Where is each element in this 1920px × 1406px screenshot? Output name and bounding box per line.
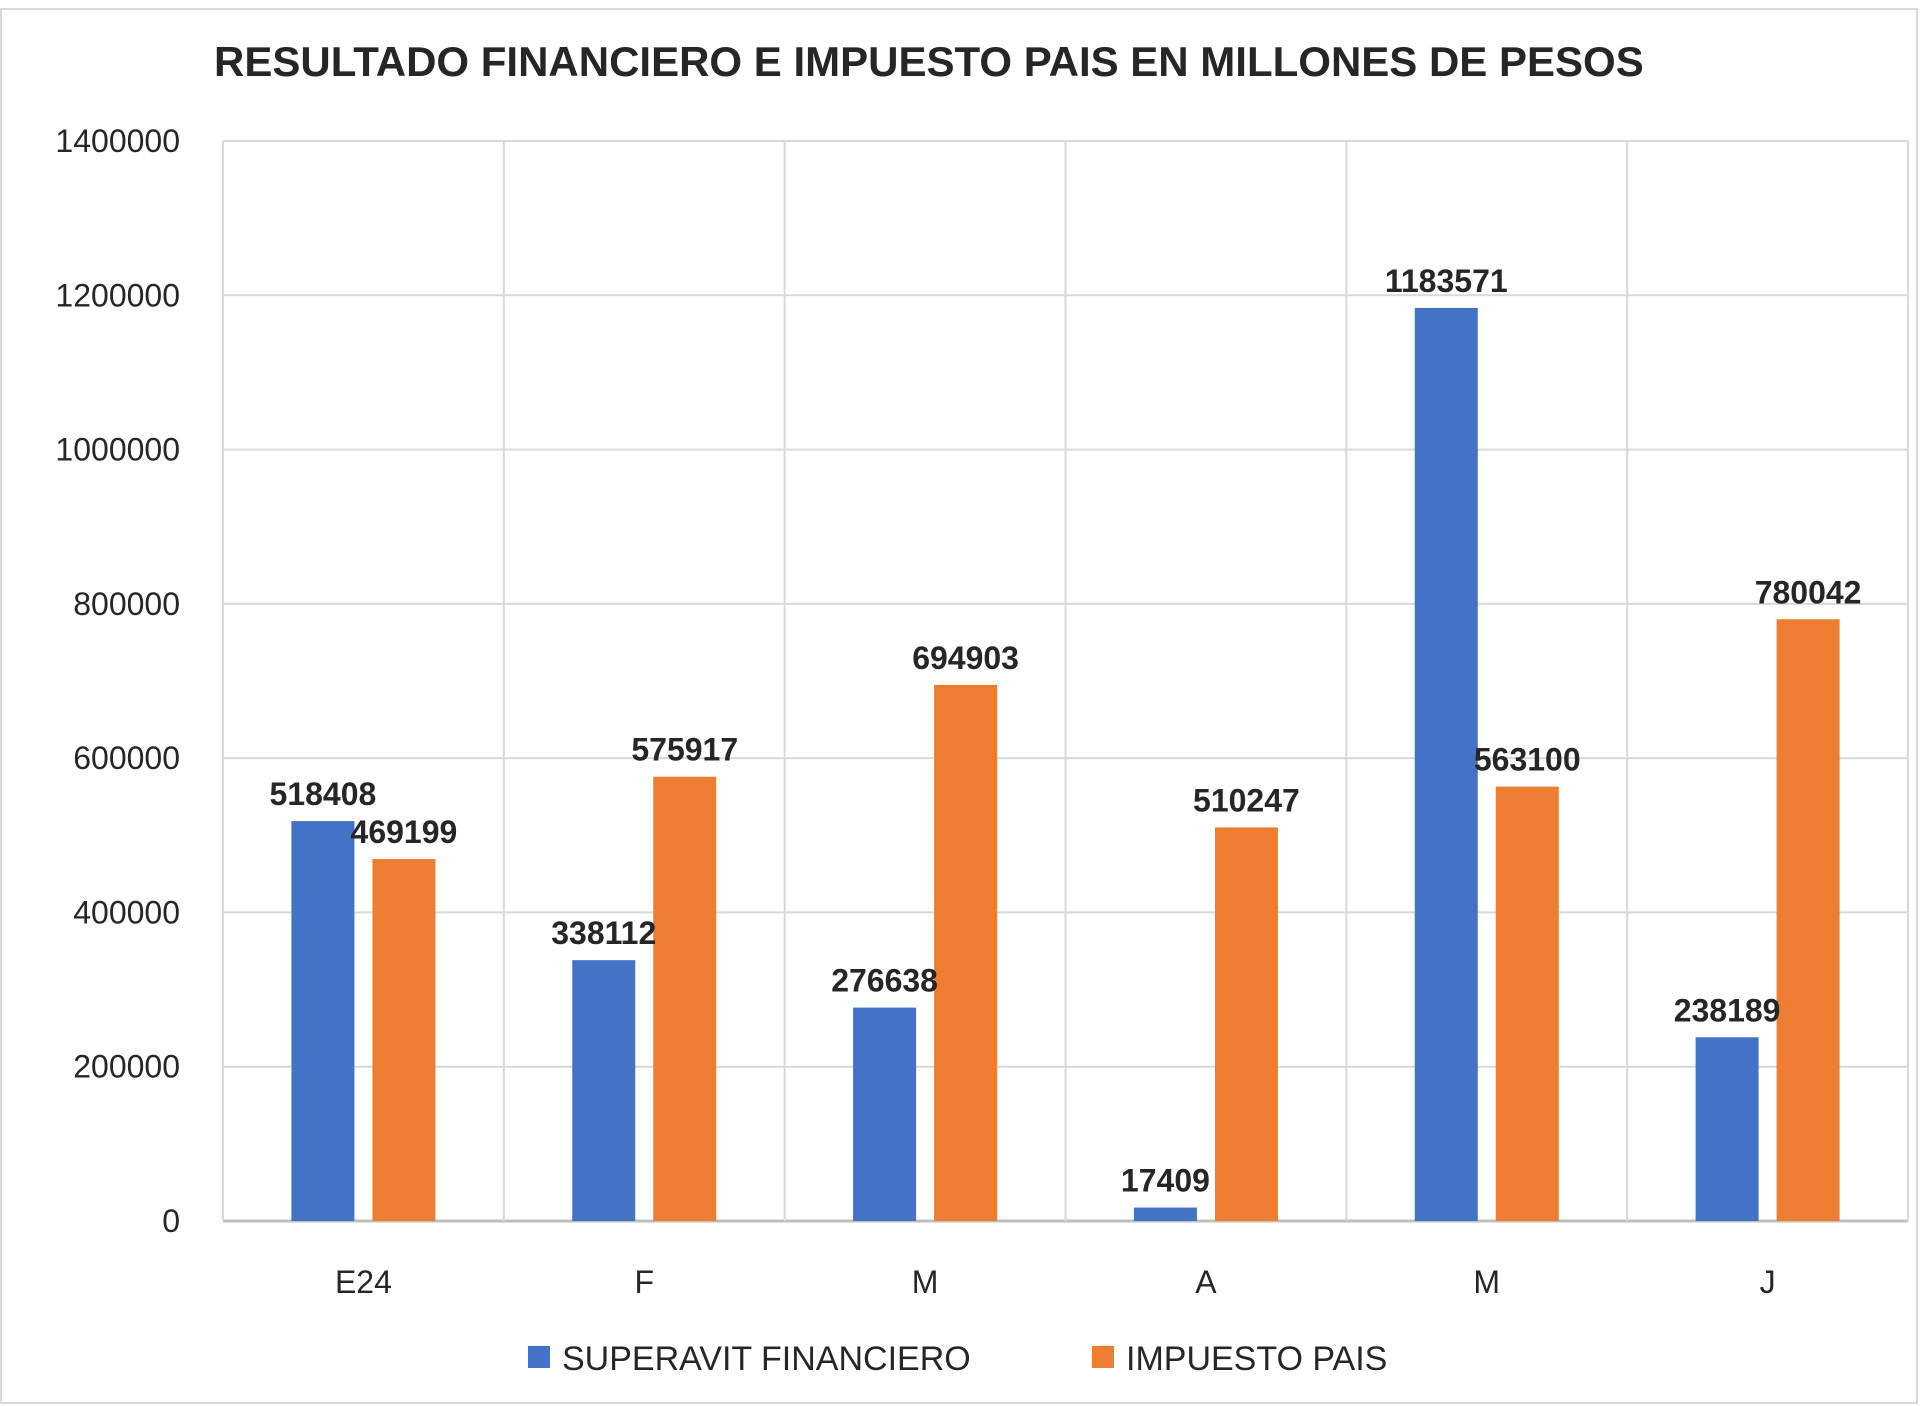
x-axis: E24 F M A M J — [335, 1264, 1776, 1300]
data-label: 338112 — [551, 915, 656, 951]
data-label: 694903 — [912, 640, 1019, 676]
y-tick-label: 600000 — [73, 740, 180, 776]
x-tick-label: E24 — [335, 1264, 392, 1300]
y-tick-label: 400000 — [73, 894, 180, 930]
data-label: 575917 — [631, 732, 738, 768]
y-tick-label: 1400000 — [55, 123, 180, 159]
data-label: 17409 — [1121, 1163, 1210, 1199]
legend-label: SUPERAVIT FINANCIERO — [562, 1340, 971, 1378]
x-tick-label: A — [1195, 1264, 1217, 1300]
bar-impuesto — [1214, 827, 1278, 1221]
y-tick-label: 200000 — [73, 1049, 180, 1085]
data-label: 563100 — [1474, 742, 1581, 778]
legend: SUPERAVIT FINANCIERO IMPUESTO PAIS — [528, 1340, 1387, 1378]
chart-title: RESULTADO FINANCIERO E IMPUESTO PAIS EN … — [214, 38, 1644, 85]
x-tick-label: M — [1473, 1264, 1500, 1300]
bar-impuesto — [934, 684, 998, 1221]
bar-superavit — [291, 821, 355, 1221]
y-tick-label: 800000 — [73, 586, 180, 622]
bar-superavit — [572, 960, 636, 1221]
legend-swatch — [528, 1346, 550, 1368]
data-label: 780042 — [1755, 574, 1862, 610]
x-tick-label: M — [912, 1264, 939, 1300]
bar-impuesto — [1495, 786, 1559, 1221]
legend-label: IMPUESTO PAIS — [1126, 1340, 1387, 1378]
data-label: 276638 — [831, 963, 938, 999]
x-tick-label: F — [634, 1264, 654, 1300]
data-label: 510247 — [1193, 782, 1300, 818]
legend-swatch — [1092, 1346, 1114, 1368]
bar-superavit — [1414, 307, 1478, 1222]
y-tick-label: 0 — [162, 1203, 180, 1239]
bar-impuesto — [372, 859, 436, 1221]
data-label: 469199 — [351, 814, 458, 850]
bar-impuesto — [1776, 619, 1840, 1221]
bar-superavit — [1133, 1207, 1197, 1221]
bar-impuesto — [653, 776, 717, 1221]
data-label: 238189 — [1674, 992, 1781, 1028]
x-tick-label: J — [1760, 1264, 1776, 1300]
y-tick-label: 1200000 — [55, 277, 180, 313]
y-axis: 0 200000 400000 600000 800000 1000000 1200000 1… — [55, 123, 180, 1239]
gridlines — [222, 140, 1909, 1223]
bars — [291, 307, 1840, 1222]
bar-superavit — [853, 1007, 917, 1221]
bar-superavit — [1695, 1037, 1759, 1221]
data-label: 518408 — [270, 776, 377, 812]
data-label: 1183571 — [1385, 263, 1508, 299]
y-tick-label: 1000000 — [55, 432, 180, 468]
